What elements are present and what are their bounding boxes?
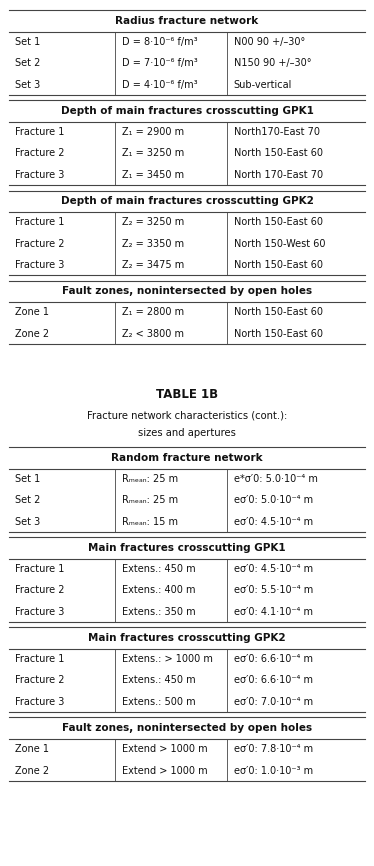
Text: Set 1: Set 1 (15, 474, 40, 484)
Text: Set 3: Set 3 (15, 516, 40, 527)
Text: Fracture 1: Fracture 1 (15, 564, 64, 574)
Text: Fracture 2: Fracture 2 (15, 238, 64, 249)
Text: Fault zones, nonintersected by open holes: Fault zones, nonintersected by open hole… (62, 286, 312, 296)
Text: Z₁ = 2900 m: Z₁ = 2900 m (122, 127, 184, 138)
Text: eσ′0: 4.5·10⁻⁴ m: eσ′0: 4.5·10⁻⁴ m (234, 516, 313, 527)
Text: Extens.: 450 m: Extens.: 450 m (122, 564, 195, 574)
Text: Extend > 1000 m: Extend > 1000 m (122, 766, 207, 776)
Text: Zone 2: Zone 2 (15, 766, 49, 776)
Text: N00 90 +/–30°: N00 90 +/–30° (234, 37, 305, 48)
Text: Depth of main fractures crosscutting GPK1: Depth of main fractures crosscutting GPK… (61, 106, 313, 116)
Text: Set 2: Set 2 (15, 495, 40, 506)
Text: eσ′0: 4.5·10⁻⁴ m: eσ′0: 4.5·10⁻⁴ m (234, 564, 313, 574)
Text: Zone 2: Zone 2 (15, 328, 49, 339)
Text: Main fractures crosscutting GPK2: Main fractures crosscutting GPK2 (88, 633, 286, 643)
Text: Fracture 3: Fracture 3 (15, 696, 64, 707)
Text: eσ′0: 5.0·10⁻⁴ m: eσ′0: 5.0·10⁻⁴ m (234, 495, 313, 506)
Text: Z₂ < 3800 m: Z₂ < 3800 m (122, 328, 184, 339)
Text: Zone 1: Zone 1 (15, 744, 49, 754)
Text: Set 2: Set 2 (15, 58, 40, 68)
Text: Radius fracture network: Radius fracture network (115, 16, 259, 26)
Text: Fracture 3: Fracture 3 (15, 170, 64, 180)
Text: Fracture 2: Fracture 2 (15, 585, 64, 596)
Text: sizes and apertures: sizes and apertures (138, 429, 236, 438)
Text: Fracture 3: Fracture 3 (15, 606, 64, 617)
Text: Z₂ = 3350 m: Z₂ = 3350 m (122, 238, 184, 249)
Text: Z₁ = 3450 m: Z₁ = 3450 m (122, 170, 184, 180)
Text: Set 1: Set 1 (15, 37, 40, 48)
Text: eσ′0: 7.8·10⁻⁴ m: eσ′0: 7.8·10⁻⁴ m (234, 744, 313, 754)
Text: eσ′0: 4.1·10⁻⁴ m: eσ′0: 4.1·10⁻⁴ m (234, 606, 313, 617)
Text: eσ′0: 5.5·10⁻⁴ m: eσ′0: 5.5·10⁻⁴ m (234, 585, 313, 596)
Text: Z₂ = 3475 m: Z₂ = 3475 m (122, 260, 184, 270)
Text: TABLE 1B: TABLE 1B (156, 388, 218, 401)
Text: Z₁ = 2800 m: Z₁ = 2800 m (122, 307, 184, 318)
Text: Rₘₑₐₙ: 25 m: Rₘₑₐₙ: 25 m (122, 474, 178, 484)
Text: Fracture 1: Fracture 1 (15, 654, 64, 664)
Text: North 150-East 60: North 150-East 60 (234, 307, 323, 318)
Text: Zone 1: Zone 1 (15, 307, 49, 318)
Text: Fracture 2: Fracture 2 (15, 148, 64, 158)
Text: Fracture 3: Fracture 3 (15, 260, 64, 270)
Text: Fracture network characteristics (cont.):: Fracture network characteristics (cont.)… (87, 411, 287, 421)
Text: Set 3: Set 3 (15, 80, 40, 90)
Text: Rₘₑₐₙ: 25 m: Rₘₑₐₙ: 25 m (122, 495, 178, 506)
Text: Main fractures crosscutting GPK1: Main fractures crosscutting GPK1 (88, 543, 286, 553)
Text: North 150-East 60: North 150-East 60 (234, 260, 323, 270)
Text: Extens.: 450 m: Extens.: 450 m (122, 675, 195, 686)
Text: eσ′0: 6.6·10⁻⁴ m: eσ′0: 6.6·10⁻⁴ m (234, 675, 313, 686)
Text: D = 4·10⁻⁶ f/m³: D = 4·10⁻⁶ f/m³ (122, 80, 197, 90)
Text: Fracture 1: Fracture 1 (15, 127, 64, 138)
Text: Extens.: > 1000 m: Extens.: > 1000 m (122, 654, 212, 664)
Text: Fracture 1: Fracture 1 (15, 217, 64, 228)
Text: Extens.: 400 m: Extens.: 400 m (122, 585, 195, 596)
Text: eσ′0: 6.6·10⁻⁴ m: eσ′0: 6.6·10⁻⁴ m (234, 654, 313, 664)
Text: D = 8·10⁻⁶ f/m³: D = 8·10⁻⁶ f/m³ (122, 37, 197, 48)
Text: North 170-East 70: North 170-East 70 (234, 170, 323, 180)
Text: Extens.: 500 m: Extens.: 500 m (122, 696, 195, 707)
Text: N150 90 +/–30°: N150 90 +/–30° (234, 58, 311, 68)
Text: North 150-West 60: North 150-West 60 (234, 238, 325, 249)
Text: North 150-East 60: North 150-East 60 (234, 328, 323, 339)
Text: Extend > 1000 m: Extend > 1000 m (122, 744, 207, 754)
Text: Depth of main fractures crosscutting GPK2: Depth of main fractures crosscutting GPK… (61, 196, 313, 206)
Text: North170-East 70: North170-East 70 (234, 127, 320, 138)
Text: North 150-East 60: North 150-East 60 (234, 148, 323, 158)
Text: North 150-East 60: North 150-East 60 (234, 217, 323, 228)
Text: Z₁ = 3250 m: Z₁ = 3250 m (122, 148, 184, 158)
Text: eσ′0: 7.0·10⁻⁴ m: eσ′0: 7.0·10⁻⁴ m (234, 696, 313, 707)
Text: eσ′0: 1.0·10⁻³ m: eσ′0: 1.0·10⁻³ m (234, 766, 313, 776)
Text: Rₘₑₐₙ: 15 m: Rₘₑₐₙ: 15 m (122, 516, 178, 527)
Text: Z₂ = 3250 m: Z₂ = 3250 m (122, 217, 184, 228)
Text: D = 7·10⁻⁶ f/m³: D = 7·10⁻⁶ f/m³ (122, 58, 197, 68)
Text: Random fracture network: Random fracture network (111, 453, 263, 463)
Text: Extens.: 350 m: Extens.: 350 m (122, 606, 195, 617)
Text: Fracture 2: Fracture 2 (15, 675, 64, 686)
Text: Fault zones, nonintersected by open holes: Fault zones, nonintersected by open hole… (62, 723, 312, 734)
Text: e*σ′0: 5.0·10⁻⁴ m: e*σ′0: 5.0·10⁻⁴ m (234, 474, 318, 484)
Text: Sub-vertical: Sub-vertical (234, 80, 292, 90)
